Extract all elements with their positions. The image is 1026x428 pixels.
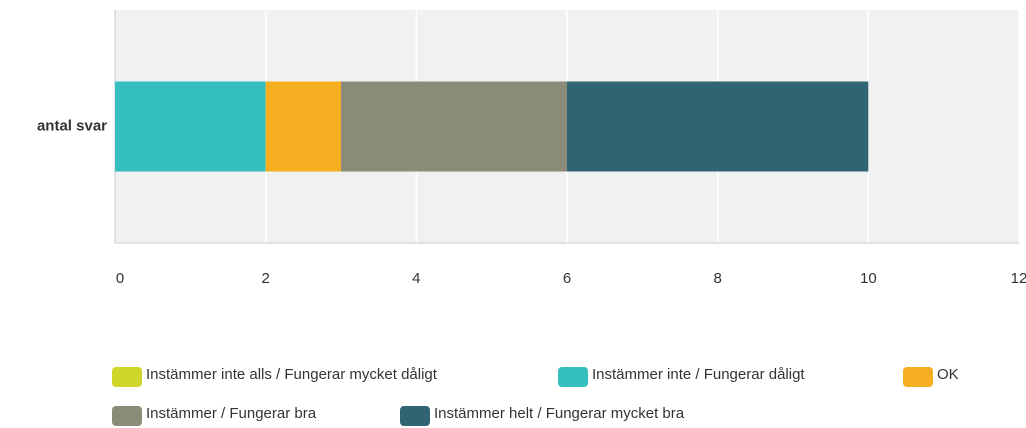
legend-label: Instämmer inte / Fungerar dåligt [592,366,805,383]
x-tick-label: 0 [116,270,124,287]
x-tick-label: 6 [563,270,571,287]
x-tick-label: 10 [860,270,877,287]
legend-label: Instämmer / Fungerar bra [146,405,317,422]
x-tick-label: 4 [412,270,420,287]
x-tick-label: 12 [1011,270,1026,287]
legend-label: OK [937,366,959,383]
bar-segment [341,81,567,172]
legend-label: Instämmer inte alls / Fungerar mycket då… [146,366,438,383]
legend-swatch [400,406,430,426]
legend-swatch [112,406,142,426]
y-tick-label: antal svar [37,117,107,134]
legend-swatch [903,367,933,387]
legend-label: Instämmer helt / Fungerar mycket bra [434,405,685,422]
bar-segment [567,81,869,172]
x-tick-label: 8 [713,270,721,287]
bar-segment [115,81,266,172]
bar-segment [265,81,341,172]
legend-swatch [558,367,588,387]
x-tick-label: 2 [261,270,269,287]
legend-swatch [112,367,142,387]
